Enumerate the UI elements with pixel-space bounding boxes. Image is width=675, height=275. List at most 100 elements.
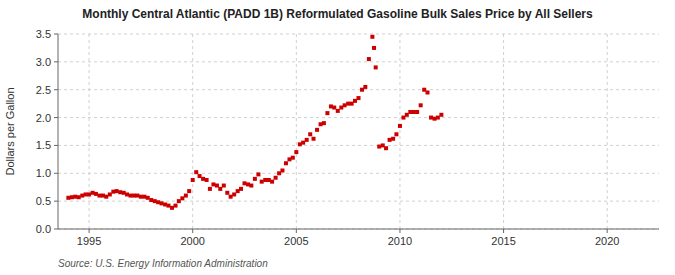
y-tick-label: 1.0 <box>36 167 51 179</box>
point <box>146 196 150 200</box>
point <box>336 109 340 113</box>
point <box>415 110 419 114</box>
point <box>170 206 174 210</box>
point <box>129 194 133 198</box>
point <box>108 192 112 196</box>
point <box>322 121 326 125</box>
point <box>394 132 398 136</box>
point <box>97 194 101 198</box>
y-tick-label: 1.5 <box>36 139 51 151</box>
y-axis-label: Dollars per Gallon <box>4 87 16 175</box>
point <box>325 111 329 115</box>
point <box>156 200 160 204</box>
x-tick-label: 2015 <box>491 235 515 247</box>
grid <box>58 34 659 229</box>
point <box>256 172 260 176</box>
x-tick-label: 1995 <box>77 235 101 247</box>
point <box>211 182 215 186</box>
y-tick-label: 2.0 <box>36 112 51 124</box>
y-tick <box>54 34 58 35</box>
point <box>194 170 198 174</box>
point <box>388 138 392 142</box>
point <box>208 187 212 191</box>
x-grid-line <box>503 34 504 229</box>
point <box>166 204 170 208</box>
x-grid-line <box>89 34 90 229</box>
point <box>280 169 284 173</box>
annotation: Source: U.S. Energy Information Administ… <box>58 258 268 269</box>
point <box>84 192 88 196</box>
point <box>294 150 298 154</box>
x-tick <box>296 229 297 233</box>
x-grid-line <box>399 34 400 229</box>
point <box>274 176 278 180</box>
point <box>370 35 374 39</box>
x-tick-label: 2020 <box>595 235 619 247</box>
point <box>225 191 229 195</box>
y-grid-line <box>58 201 659 202</box>
point <box>243 181 247 185</box>
point <box>377 145 381 149</box>
point <box>301 141 305 145</box>
y-grid-line <box>58 145 659 146</box>
point <box>184 194 188 198</box>
point <box>232 192 236 196</box>
point <box>372 46 376 50</box>
y-tick-label: 2.5 <box>36 84 51 96</box>
point <box>439 113 443 117</box>
point <box>191 178 195 182</box>
point <box>260 180 264 184</box>
point <box>429 116 433 120</box>
x-axis-line <box>58 229 659 230</box>
point <box>218 187 222 191</box>
point <box>180 196 184 200</box>
point <box>205 178 209 182</box>
points <box>66 35 443 210</box>
point <box>253 177 257 181</box>
point <box>198 174 202 178</box>
point <box>73 195 77 199</box>
point <box>315 128 319 132</box>
y-tick <box>54 145 58 146</box>
y-tick <box>54 89 58 90</box>
x-tick-label: 2010 <box>388 235 412 247</box>
y-grid-line <box>58 61 659 62</box>
point <box>332 106 336 110</box>
point <box>391 137 395 141</box>
y-grid-line <box>58 34 659 35</box>
point <box>104 195 108 199</box>
y-tick-label: 3.0 <box>36 56 51 68</box>
y-tick-label: 0.0 <box>36 223 51 235</box>
point <box>118 190 122 194</box>
point <box>125 192 129 196</box>
point <box>174 204 178 208</box>
x-tick <box>503 229 504 233</box>
point <box>160 201 164 205</box>
point <box>405 113 409 117</box>
point <box>353 99 357 103</box>
x-grid-line <box>192 34 193 229</box>
point <box>346 102 350 106</box>
y-grid-line <box>58 117 659 118</box>
x-grid-line <box>296 34 297 229</box>
point <box>374 65 378 69</box>
point <box>270 180 274 184</box>
point <box>312 137 316 141</box>
point <box>419 103 423 107</box>
point <box>426 91 430 95</box>
point <box>149 198 153 202</box>
point <box>87 192 91 196</box>
y-tick <box>54 201 58 202</box>
x-grid-line <box>607 34 608 229</box>
point <box>367 57 371 61</box>
y-grid-line <box>58 229 659 230</box>
point <box>384 146 388 150</box>
point <box>436 116 440 120</box>
y-tick <box>54 173 58 174</box>
point <box>249 184 253 188</box>
y-tick-label: 0.5 <box>36 195 51 207</box>
point <box>187 189 191 193</box>
point <box>66 196 70 200</box>
y-tick <box>54 61 58 62</box>
point <box>357 96 361 100</box>
